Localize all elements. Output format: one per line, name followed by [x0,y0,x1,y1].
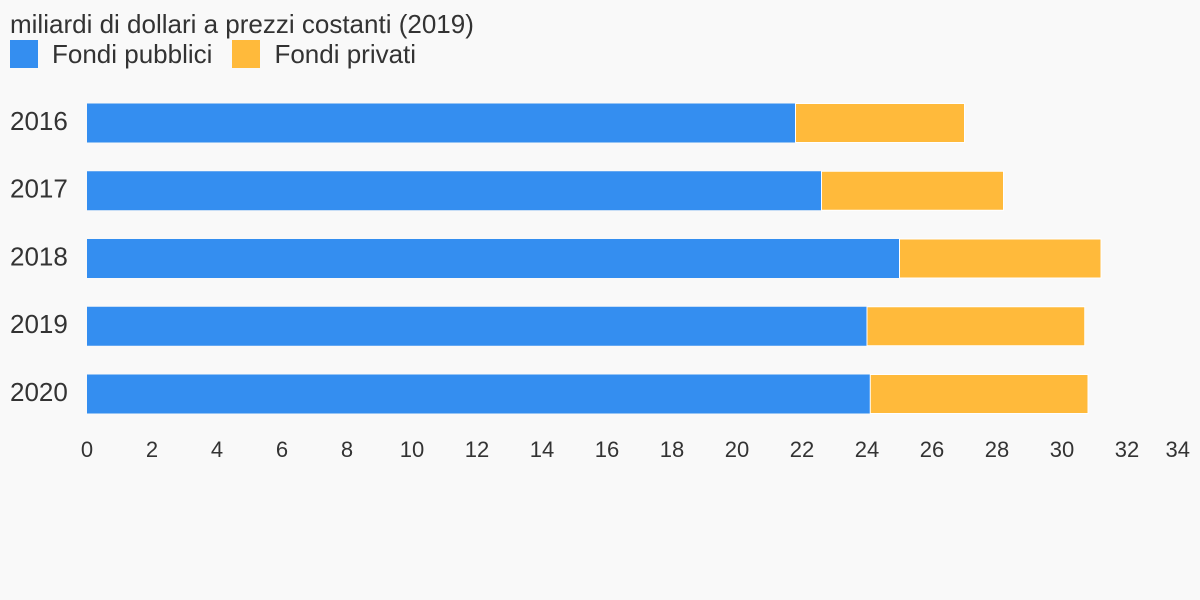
x-tick-label: 12 [465,437,489,462]
bar-segment-private [899,238,1102,279]
x-axis-labels: 0 2 4 6 8 10 12 14 16 18 20 22 24 26 28 30 32 34 [81,437,1190,462]
x-tick-label: 34 [1166,437,1190,462]
y-tick-label: 2017 [10,174,68,204]
x-tick-label: 32 [1115,437,1139,462]
x-tick-label: 4 [211,437,223,462]
bars [87,103,1102,414]
legend-swatch-private [232,40,261,68]
x-tick-label: 28 [985,437,1009,462]
chart-title: miliardi di dollari a prezzi costanti (2… [10,9,474,39]
x-tick-label: 30 [1050,437,1074,462]
y-tick-label: 2016 [10,106,68,136]
y-axis-labels: 2016 2017 2018 2019 2020 [10,106,68,407]
x-tick-label: 0 [81,437,93,462]
bar-segment-public [87,239,900,278]
legend-label-public: Fondi pubblici [52,39,213,69]
legend-item-public: Fondi pubblici [10,38,212,70]
x-tick-label: 22 [790,437,814,462]
x-tick-label: 2 [146,437,158,462]
legend-label-private: Fondi privati [274,39,417,69]
x-tick-label: 16 [595,437,619,462]
y-tick-label: 2020 [10,377,68,407]
x-tick-label: 18 [660,437,684,462]
bar-segment-private [821,170,1004,211]
bar-segment-public [87,171,822,211]
x-tick-label: 8 [341,437,353,462]
x-tick-label: 14 [530,437,554,462]
x-tick-label: 20 [725,437,749,462]
bar-segment-private [869,374,1089,414]
bar-segment-public [87,306,867,346]
bar-segment-private [866,306,1086,347]
y-tick-label: 2018 [10,241,68,271]
x-tick-label: 6 [276,437,288,462]
x-tick-label: 26 [920,437,944,462]
bar-segment-public [87,374,871,414]
legend-item-private: Fondi privati [232,38,416,70]
x-tick-label: 10 [400,437,424,462]
bar-segment-private [795,103,965,143]
y-tick-label: 2019 [10,309,68,339]
legend-swatch-public [10,40,38,68]
legend: Fondi pubblici Fondi privati [10,38,436,70]
bar-segment-public [87,103,796,143]
x-tick-label: 24 [855,437,879,462]
